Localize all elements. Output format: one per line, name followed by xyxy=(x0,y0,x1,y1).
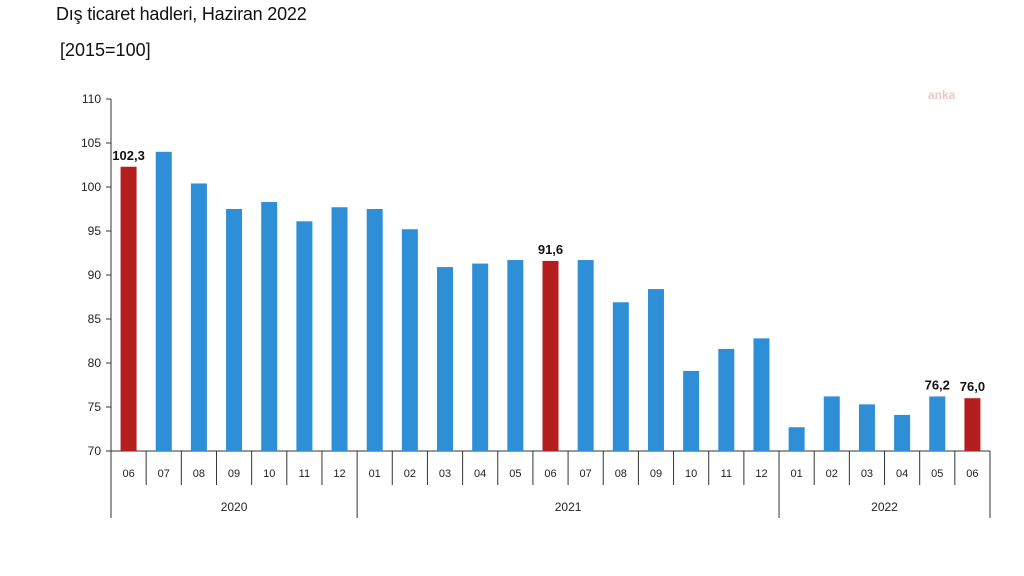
watermark-logo: anka xyxy=(928,88,956,102)
x-tick-label: 04 xyxy=(896,468,908,480)
bar xyxy=(331,207,348,451)
year-label: 2021 xyxy=(555,500,582,514)
bar xyxy=(226,209,243,451)
x-tick-label: 10 xyxy=(685,468,697,480)
x-tick-label: 06 xyxy=(122,468,134,480)
x-tick-label: 04 xyxy=(474,468,486,480)
bar xyxy=(753,338,770,451)
x-tick-label: 08 xyxy=(193,468,205,480)
bar xyxy=(647,289,664,451)
y-tick-label: 75 xyxy=(88,400,102,414)
bar xyxy=(401,229,418,451)
x-tick-label: 07 xyxy=(580,468,592,480)
x-tick-label: 10 xyxy=(263,468,275,480)
bar xyxy=(612,302,629,451)
y-tick-label: 70 xyxy=(88,444,102,458)
x-tick-label: 01 xyxy=(369,468,381,480)
x-tick-label: 03 xyxy=(861,468,873,480)
data-label: 91,6 xyxy=(538,242,563,257)
x-tick-label: 02 xyxy=(826,468,838,480)
bar xyxy=(472,263,489,451)
chart-subtitle: [2015=100] xyxy=(60,40,151,60)
year-label: 2022 xyxy=(871,500,898,514)
x-tick-label: 06 xyxy=(966,468,978,480)
data-label: 76,0 xyxy=(960,379,985,394)
bar xyxy=(718,348,735,451)
bar xyxy=(261,201,278,451)
x-tick-label: 12 xyxy=(755,468,767,480)
year-label: 2020 xyxy=(221,500,248,514)
bar xyxy=(929,396,946,451)
y-tick-label: 90 xyxy=(88,268,102,282)
x-tick-label: 06 xyxy=(544,468,556,480)
x-tick-label: 11 xyxy=(721,468,732,480)
x-tick-label: 05 xyxy=(509,468,521,480)
bar xyxy=(788,427,805,451)
x-tick-label: 03 xyxy=(439,468,451,480)
x-tick-label: 07 xyxy=(158,468,170,480)
chart-title: Dış ticaret hadleri, Haziran 2022 xyxy=(56,4,307,24)
bar xyxy=(366,209,383,451)
bar xyxy=(120,166,137,451)
bar xyxy=(507,260,524,451)
y-tick-label: 80 xyxy=(88,356,102,370)
x-tick-label: 12 xyxy=(333,468,345,480)
bar xyxy=(858,404,875,451)
y-tick-label: 85 xyxy=(88,312,102,326)
x-tick-label: 09 xyxy=(228,468,240,480)
bar xyxy=(542,260,559,451)
data-label: 76,2 xyxy=(925,377,950,392)
bar xyxy=(894,414,911,451)
x-tick-label: 11 xyxy=(299,468,310,480)
bar xyxy=(683,370,700,451)
bar xyxy=(964,398,981,451)
bar xyxy=(577,260,594,451)
x-tick-label: 08 xyxy=(615,468,627,480)
y-tick-label: 95 xyxy=(88,224,102,238)
y-tick-label: 100 xyxy=(81,180,101,194)
x-tick-label: 09 xyxy=(650,468,662,480)
bar xyxy=(155,151,172,452)
x-tick-label: 02 xyxy=(404,468,416,480)
x-tick-label: 01 xyxy=(790,468,802,480)
y-tick-label: 105 xyxy=(81,136,101,150)
bar xyxy=(296,221,313,451)
x-tick-label: 05 xyxy=(931,468,943,480)
bar xyxy=(823,396,840,451)
bar xyxy=(190,183,207,452)
bar xyxy=(437,267,454,451)
y-tick-label: 110 xyxy=(82,92,101,106)
data-label: 102,3 xyxy=(112,148,145,163)
